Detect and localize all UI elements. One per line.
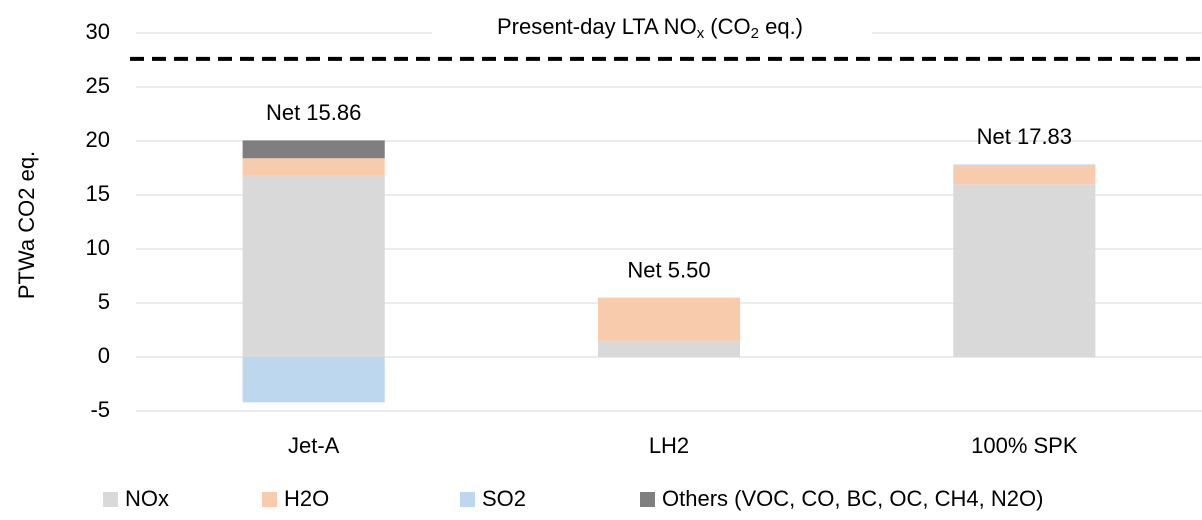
- y-tick-label: 0: [98, 343, 110, 368]
- net-label: Net 17.83: [977, 124, 1072, 149]
- legend-label: SO2: [482, 486, 526, 511]
- y-tick-label: 20: [86, 127, 110, 152]
- legend-swatch: [262, 492, 277, 507]
- reference-label-part: Present-day LTA NO: [497, 14, 697, 39]
- bar-segment: [953, 184, 1096, 357]
- x-tick-label: 100% SPK: [971, 433, 1078, 458]
- net-label: Net 15.86: [266, 100, 361, 125]
- legend-swatch: [640, 492, 655, 507]
- bar-segment: [242, 140, 385, 159]
- reference-label-part: 2: [751, 25, 759, 42]
- bar-segment: [953, 165, 1096, 185]
- reference-label-part: (CO: [704, 14, 750, 39]
- legend-label: H2O: [284, 486, 329, 511]
- legend-label: NOx: [125, 486, 169, 511]
- bar-segment: [242, 158, 385, 176]
- y-tick-label: 25: [86, 73, 110, 98]
- bar-segment: [597, 340, 741, 357]
- bar-segment: [242, 175, 385, 357]
- x-tick-label: LH2: [649, 433, 689, 458]
- x-tick-label: Jet-A: [288, 433, 340, 458]
- reference-label-part: x: [697, 25, 705, 42]
- bar-segment: [242, 357, 385, 403]
- reference-label-part: eq.): [759, 14, 803, 39]
- y-tick-label: 5: [98, 289, 110, 314]
- y-axis-title: PTWa CO2 eq.: [14, 151, 39, 299]
- reference-label: Present-day LTA NOx (CO2 eq.): [497, 14, 803, 42]
- y-tick-label: -5: [90, 397, 110, 422]
- y-tick-label: 30: [86, 19, 110, 44]
- legend-swatch: [460, 492, 475, 507]
- legend-swatch: [103, 492, 118, 507]
- y-tick-label: 15: [86, 181, 110, 206]
- reference-label-bg: [432, 12, 872, 46]
- bar-segment: [953, 164, 1096, 166]
- net-label: Net 5.50: [627, 257, 710, 282]
- y-tick-label: 10: [86, 235, 110, 260]
- legend-label: Others (VOC, CO, BC, OC, CH4, N2O): [662, 486, 1043, 511]
- bar-segment: [597, 297, 741, 341]
